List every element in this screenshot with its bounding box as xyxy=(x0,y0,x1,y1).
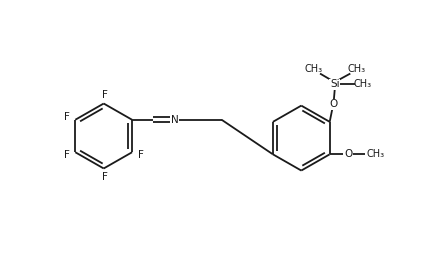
Text: CH₃: CH₃ xyxy=(366,149,385,159)
Text: F: F xyxy=(64,150,70,160)
Text: N: N xyxy=(171,115,178,125)
Text: O: O xyxy=(330,99,338,109)
Text: F: F xyxy=(101,172,107,182)
Text: F: F xyxy=(138,150,144,160)
Text: CH₃: CH₃ xyxy=(348,64,366,73)
Text: Si: Si xyxy=(330,79,340,89)
Text: O: O xyxy=(344,149,352,159)
Text: CH₃: CH₃ xyxy=(353,79,371,89)
Text: F: F xyxy=(64,112,70,122)
Text: CH₃: CH₃ xyxy=(305,64,323,73)
Text: F: F xyxy=(101,90,107,100)
